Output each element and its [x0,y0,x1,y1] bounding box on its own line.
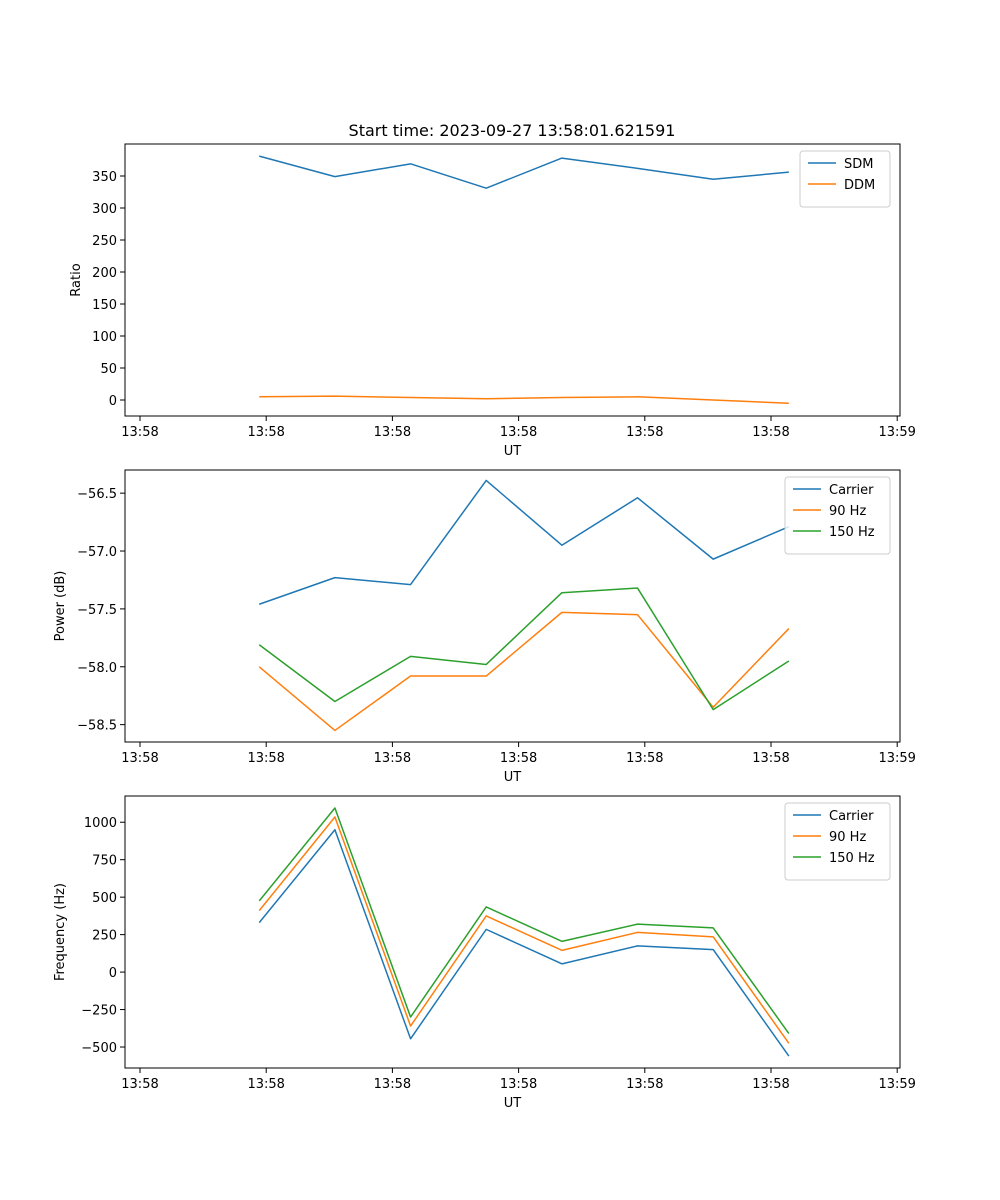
legend-label: Carrier [829,483,874,498]
y-tick-label: 500 [92,891,117,906]
x-tick-label: 13:58 [626,751,663,766]
figure-title: Start time: 2023-09-27 13:58:01.621591 [349,121,676,140]
x-tick-label: 13:58 [121,425,158,440]
y-tick-label: 300 [92,202,117,217]
y-tick-label: −56.5 [77,487,117,502]
x-axis-label: UT [504,444,522,459]
panel-3: 13:58 13:58 13:58 13:58 13:58 13:58 13:59 −500 −… [53,795,916,1111]
x-tick-label: 13:58 [247,1077,284,1092]
series-line-90-hz [258,611,790,732]
series-line-150-hz [258,807,790,1034]
x-tick-label: 13:58 [121,751,158,766]
x-tick-label: 13:58 [500,751,537,766]
y-tick-label: 750 [92,854,117,869]
y-tick-label: 150 [92,298,117,313]
axes-frame [124,143,901,417]
legend-label: 150 Hz [829,525,875,540]
series-line-150-hz [258,587,790,711]
legend: Carrier 90 Hz 150 Hz [784,476,891,555]
x-axis-label: UT [504,770,522,785]
y-tick-label: 50 [100,362,117,377]
y-axis-label: Ratio [69,263,84,296]
legend-label: 90 Hz [829,830,866,845]
legend-box [799,150,891,208]
legend: Carrier 90 Hz 150 Hz [784,802,891,881]
legend-label: DDM [844,178,875,193]
x-tick-label: 13:59 [878,751,915,766]
x-tick-label: 13:58 [626,1077,663,1092]
y-tick-label: −250 [81,1004,117,1019]
y-tick-label: 100 [92,330,117,345]
y-tick-label: 250 [92,929,117,944]
y-tick-label: 350 [92,170,117,185]
panel-2: 13:58 13:58 13:58 13:58 13:58 13:58 13:59 −58.5… [53,469,916,785]
series-line-ddm [259,395,789,404]
x-tick-label: 13:58 [374,751,411,766]
y-tick-label: −57.5 [77,603,117,618]
y-tick-label: 0 [109,966,117,981]
series-line-carrier [258,479,790,605]
axes-frame [124,469,901,743]
y-tick-label: 1000 [84,816,117,831]
x-tick-label: 13:58 [121,1077,158,1092]
y-tick-label: −58.0 [77,661,117,676]
legend-box [784,802,891,881]
legend-label: Carrier [829,809,874,824]
legend-label: 90 Hz [829,504,866,519]
y-axis-label: Power (dB) [53,571,68,642]
x-tick-label: 13:58 [374,1077,411,1092]
x-tick-label: 13:58 [752,1077,789,1092]
y-tick-label: 0 [109,394,117,409]
x-tick-label: 13:58 [247,751,284,766]
series-line-carrier [258,828,790,1057]
x-tick-label: 13:58 [500,425,537,440]
x-tick-label: 13:58 [626,425,663,440]
legend-label: 150 Hz [829,851,875,866]
panel-1: 13:58 13:58 13:58 13:58 13:58 13:58 13:59 0 50 10… [69,143,916,459]
x-tick-label: 13:58 [752,751,789,766]
x-tick-label: 13:59 [878,1077,915,1092]
x-tick-label: 13:58 [374,425,411,440]
legend-label: SDM [844,157,873,172]
x-tick-label: 13:59 [878,425,915,440]
y-tick-label: 200 [92,266,117,281]
series-line-90-hz [258,816,790,1044]
y-tick-label: −58.5 [77,719,117,734]
x-tick-label: 13:58 [247,425,284,440]
y-axis-label: Frequency (Hz) [53,883,68,981]
panels: 13:58 13:58 13:58 13:58 13:58 13:58 13:59 0 50 10… [53,143,916,1111]
legend-box [784,476,891,555]
legend: SDM DDM [799,150,891,208]
x-axis-label: UT [504,1096,522,1111]
y-tick-label: −57.0 [77,545,117,560]
x-tick-label: 13:58 [500,1077,537,1092]
series-line-sdm [259,155,789,189]
axes-frame [124,795,901,1069]
y-tick-label: 250 [92,234,117,249]
y-tick-label: −500 [81,1041,117,1056]
x-tick-label: 13:58 [752,425,789,440]
